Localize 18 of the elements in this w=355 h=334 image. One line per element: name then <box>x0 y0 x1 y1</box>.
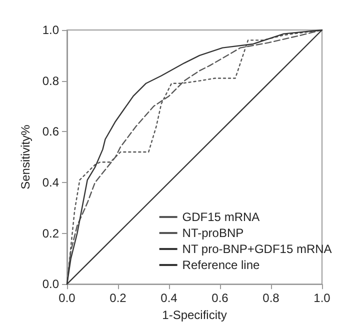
y-tick-label: 1.0 <box>42 23 60 37</box>
x-axis-title: 1-Specificity <box>162 308 227 322</box>
y-axis-title: Sensitivity% <box>18 124 32 190</box>
y-tick-label: 0.6 <box>42 124 60 139</box>
legend-label: NT pro-BNP+GDF15 mRNA <box>182 242 332 256</box>
legend-label: GDF15 mRNA <box>182 210 260 224</box>
y-tick-label: 0.2 <box>42 226 60 240</box>
legend-label: NT-proBNP <box>182 226 244 240</box>
x-tick-label: 0.6 <box>212 291 229 306</box>
x-tick-label: 0.4 <box>160 291 178 306</box>
x-tick-label: 0.8 <box>262 291 280 306</box>
y-tick-label: 0.8 <box>42 74 60 88</box>
y-tick-label: 0.4 <box>42 175 60 190</box>
x-tick-label: 1.0 <box>314 291 331 306</box>
y-tick-label: 0.0 <box>42 277 60 292</box>
x-tick-label: 0.2 <box>110 291 127 306</box>
x-tick-label: 0.0 <box>58 291 76 306</box>
legend-label: Reference line <box>182 258 260 272</box>
